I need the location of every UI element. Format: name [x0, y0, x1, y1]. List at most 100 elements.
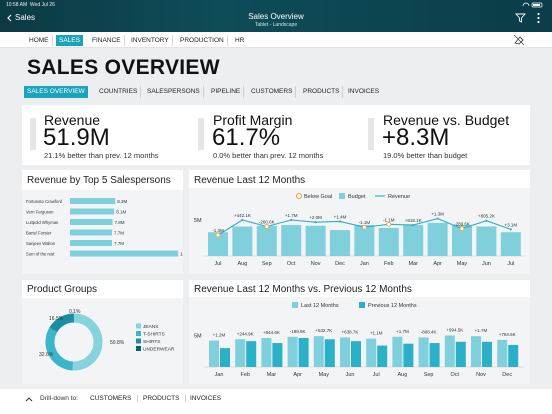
nav-tab-inventory[interactable]: INVENTORY: [128, 35, 173, 46]
bar-budget: [378, 227, 399, 256]
bar: [70, 250, 179, 257]
subtab-customers[interactable]: CUSTOMERS: [248, 86, 297, 98]
data-label: -1.3M: [212, 228, 224, 233]
bar: [70, 219, 113, 225]
x-tick-label: Jul: [373, 372, 380, 378]
category-label: Fortunato Crawford: [26, 199, 63, 204]
clear-selection-icon[interactable]: [513, 34, 525, 46]
bar-last12: [497, 339, 508, 367]
data-label: +1.7M: [475, 328, 488, 333]
data-label: -808.4K: [421, 329, 437, 334]
marker-revenue: [290, 218, 293, 222]
x-tick-label: Jun: [482, 261, 491, 267]
data-label: 8.3M: [117, 199, 127, 204]
chart-revenue-last12[interactable]: Below Goal Budget Revenue 5M Jul Aug Sep Oct Nov…: [189, 188, 530, 274]
data-label: -260.6K: [259, 219, 275, 224]
legend-marker-last12: [292, 302, 298, 308]
bar-budget: [256, 225, 277, 256]
legend-marker-prev12: [359, 302, 365, 308]
screen-title: Sales Overview Tablet - Landscape: [0, 12, 552, 28]
bar-prev12: [429, 343, 440, 367]
data-label: 12.3M: [180, 252, 183, 257]
data-label: +638.7K: [342, 329, 359, 334]
kpi-revenue-sub: 21.1% better than prev. 12 months: [44, 151, 159, 160]
nav-tab-home[interactable]: HOME: [26, 35, 53, 46]
filter-icon[interactable]: [515, 13, 526, 23]
drilldown-products[interactable]: PRODUCTS: [143, 395, 187, 402]
x-tick-label: Oct: [287, 261, 296, 267]
chevron-left-icon: [7, 14, 12, 21]
x-tick-label: Jul: [214, 261, 221, 267]
legend-label: Revenue: [388, 194, 410, 200]
drilldown-invoices[interactable]: INVOICES: [190, 395, 222, 402]
drilldown-customers[interactable]: CUSTOMERS: [90, 395, 139, 402]
kpi-marker: [368, 118, 374, 150]
x-tick-label: Dec: [502, 372, 512, 378]
x-tick-label: Apr: [293, 372, 302, 378]
marker-revenue: [241, 218, 244, 222]
kpi-revenue-value: 51.9M: [43, 124, 110, 151]
bar-prev12: [508, 344, 519, 367]
subtab-pipeline[interactable]: PIPELINE: [208, 86, 245, 98]
x-tick-label: Aug: [398, 372, 408, 378]
legend-label: Below Goal: [304, 194, 332, 200]
data-label: +3.1M: [504, 222, 517, 227]
bar-last12: [287, 336, 298, 367]
data-label: +1.3M: [431, 212, 444, 217]
card-title-last12: Revenue Last 12 Months: [194, 175, 306, 186]
marker-below-goal: [459, 226, 465, 232]
x-tick-label: Apr: [433, 261, 442, 267]
data-label: +1.4M: [334, 214, 347, 219]
legend-swatch: [136, 346, 141, 351]
bar-prev12: [377, 345, 388, 367]
data-label: 7.7M: [114, 231, 124, 236]
data-label: +2.0M: [309, 215, 322, 220]
subtab-countries[interactable]: COUNTRIES: [96, 86, 142, 98]
bar-last12: [471, 336, 481, 367]
data-label: +1.2M: [213, 333, 226, 338]
subtab-invoices[interactable]: INVOICES: [348, 88, 380, 95]
chart-top5-salespersons[interactable]: Fortunato Crawford 8.3M Vern Ferguson 8.1M L…: [22, 190, 183, 274]
bar-prev12: [220, 348, 230, 367]
bar-budget: [452, 225, 472, 256]
chart-revenue-vs-prev[interactable]: Last 12 Months Previous 12 Months 5M Jan +1.…: [189, 297, 530, 384]
nav-tab-production[interactable]: PRODUCTION: [177, 35, 228, 46]
marker-revenue: [485, 219, 488, 222]
bar-budget: [281, 225, 302, 256]
bar-last12: [366, 338, 377, 367]
data-label: +1.7M: [285, 213, 298, 218]
kpi-marker: [198, 118, 204, 150]
bar-budget: [476, 226, 497, 256]
x-tick-label: Feb: [240, 372, 249, 378]
data-label: +818.1K: [405, 218, 422, 223]
nav-tab-hr[interactable]: HR: [235, 37, 245, 44]
status-icons: [522, 2, 544, 10]
marker-revenue: [436, 217, 439, 220]
subtab-salespersons[interactable]: SALESPERSONS: [144, 86, 204, 98]
bar-budget: [500, 232, 521, 256]
nav-tab-finance[interactable]: FINANCE: [89, 35, 125, 46]
bar-prev12: [482, 341, 492, 367]
category-label: Luitpold Whyman: [26, 220, 59, 225]
data-label: +1.1M: [370, 331, 383, 336]
bar-last12: [418, 337, 429, 367]
legend-swatch: [136, 331, 141, 336]
back-button[interactable]: Sales: [6, 13, 35, 22]
legend-marker-below-goal: [296, 193, 302, 199]
legend-swatch: [136, 323, 141, 329]
kpi-margin-sub: 0.0% better than prev. 12 months: [213, 151, 324, 160]
more-vertical-icon[interactable]: [536, 12, 541, 24]
data-label: +994.5K: [446, 328, 463, 333]
data-label: -1.1M: [383, 217, 395, 222]
nav-tab-sales[interactable]: SALES: [56, 35, 83, 46]
data-label: +844.6K: [263, 330, 280, 335]
subtab-sales-overview[interactable]: SALES OVERVIEW: [24, 86, 88, 98]
subtab-products[interactable]: PRODUCTS: [300, 86, 344, 98]
chevron-up-icon[interactable]: [25, 396, 33, 402]
screen-title-main: Sales Overview: [248, 12, 304, 21]
data-label: 7.7M: [114, 241, 124, 246]
marker-revenue: [314, 221, 317, 224]
bar: [70, 208, 115, 215]
bar-budget: [330, 230, 350, 256]
